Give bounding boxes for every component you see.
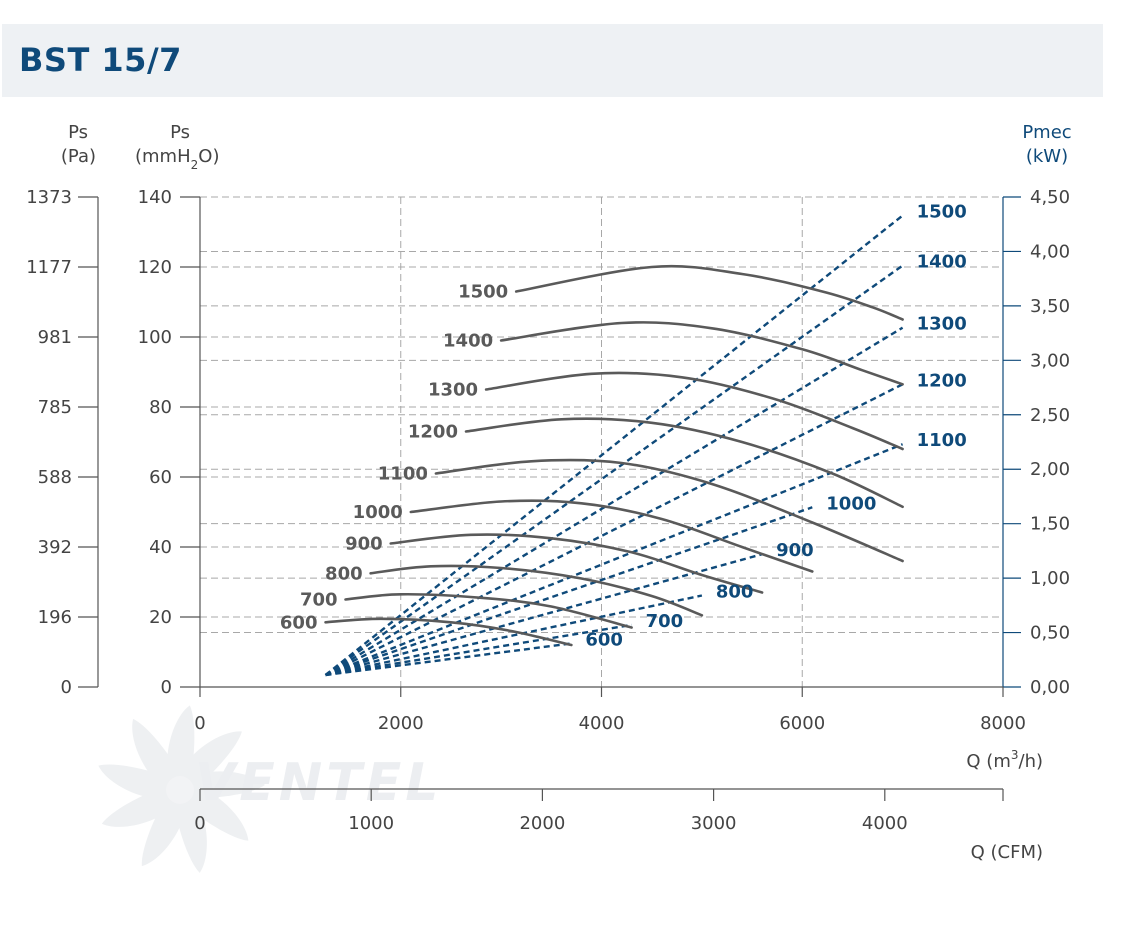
pmec-tick-label: 4,00: [1030, 241, 1070, 262]
q-m3h-tick-label: 6000: [779, 713, 825, 734]
pmec-axis-unit: (kW): [1026, 146, 1068, 167]
q-cfm-tick-label: 0: [194, 813, 205, 834]
pressure-curve-1100: [434, 458, 904, 563]
pmec-tick-label: 4,50: [1030, 187, 1070, 208]
power-curve-900: [325, 553, 763, 677]
pressure-curve-label: 1100: [378, 464, 428, 485]
fan-blade-icon: [98, 764, 183, 799]
q-m3h-tick-label: 4000: [579, 713, 625, 734]
mmh2o-tick-label: 120: [138, 257, 172, 278]
pressure-curve-800: [369, 564, 704, 617]
pressure-curve-900: [389, 533, 764, 594]
pressure-curve-label: 1000: [353, 502, 403, 523]
power-curve-label: 1300: [917, 314, 967, 335]
pressure-curve-600: [324, 617, 573, 647]
pressure-curve-label: 700: [300, 590, 338, 611]
power-curve-800: [325, 594, 703, 677]
mmh2o-tick-label: 80: [149, 397, 172, 418]
q-m3h-tick-label: 8000: [980, 713, 1026, 734]
pressure-curve-1500: [514, 264, 904, 321]
pressure-curve-1200: [464, 417, 904, 509]
q-cfm-tick-label: 3000: [691, 813, 737, 834]
power-curve-1000: [325, 506, 813, 677]
pmec-tick-label: 2,50: [1030, 405, 1070, 426]
fan-blade-icon: [141, 786, 187, 867]
mmh2o-tick-label: 140: [138, 187, 172, 208]
mmh2o-tick-label: 40: [149, 537, 172, 558]
pmec-tick-label: 1,50: [1030, 514, 1070, 535]
mmh2o-tick-label: 60: [149, 467, 172, 488]
pa-tick-label: 785: [38, 397, 72, 418]
q-cfm-tick-label: 4000: [862, 813, 908, 834]
grid: [200, 196, 1003, 687]
q-cfm-axis-label: Q (CFM): [971, 842, 1043, 863]
pmec-tick-label: 1,00: [1030, 568, 1070, 589]
mmh2o-tick-label: 100: [138, 327, 172, 348]
axes: 0 196 392 588 785 981 1177 1373 Ps (Pa) 0 20 40 60 80 1…: [26, 122, 1071, 863]
pa-tick-label: 0: [61, 677, 72, 698]
power-curve-label: 1500: [917, 202, 967, 223]
pressure-curves: [324, 264, 904, 647]
pmec-tick-label: 3,00: [1030, 350, 1070, 371]
fan-hub-icon: [166, 776, 194, 804]
pa-tick-label: 588: [38, 467, 72, 488]
pressure-curve-label: 900: [345, 534, 383, 555]
mmh2o-axis-label: Ps: [170, 122, 190, 143]
pmec-tick-label: 3,50: [1030, 296, 1070, 317]
ventel-watermark: VENTEL: [98, 705, 442, 873]
pressure-curve-label: 1300: [428, 380, 478, 401]
power-curve-label: 1000: [826, 493, 876, 514]
power-curve-1400: [324, 264, 904, 676]
ventel-logo-text: VENTEL: [195, 753, 442, 813]
pressure-curve-label: 600: [280, 612, 318, 633]
pressure-curve-1400: [499, 321, 904, 386]
power-curve-1500: [324, 214, 904, 676]
q-m3h-tick-label: 0: [194, 713, 205, 734]
fan-blade-icon: [174, 731, 242, 797]
pa-tick-label: 392: [38, 537, 72, 558]
pa-axis-label: Ps: [68, 122, 88, 143]
q-m3h-axis-label: Q (m3/h): [966, 748, 1043, 772]
chart-title: BST 15/7: [19, 41, 182, 79]
power-curve-1200: [324, 383, 904, 677]
pressure-curve-label: 1500: [458, 282, 508, 303]
pa-tick-label: 1177: [26, 257, 72, 278]
q-m3h-tick-label: 2000: [378, 713, 424, 734]
power-curve-label: 800: [716, 582, 754, 603]
power-curves: [324, 214, 904, 677]
q-cfm-tick-label: 1000: [348, 813, 394, 834]
pressure-curve-label: 1400: [443, 331, 493, 352]
power-curve-700: [325, 623, 632, 677]
power-curve-label: 900: [776, 540, 814, 561]
title-bar: BST 15/7: [2, 24, 1103, 97]
mmh2o-tick-label: 0: [161, 677, 172, 698]
pressure-curve-1000: [409, 499, 814, 573]
pmec-tick-label: 0,00: [1030, 677, 1070, 698]
power-curve-1100: [325, 443, 904, 677]
pa-tick-label: 981: [38, 327, 72, 348]
pressure-curve-label: 1200: [408, 422, 458, 443]
pmec-tick-label: 0,50: [1030, 623, 1070, 644]
mmh2o-tick-label: 20: [149, 607, 172, 628]
pa-tick-label: 1373: [26, 187, 72, 208]
power-curve-label: 1100: [917, 430, 967, 451]
pressure-curve-label: 800: [325, 563, 363, 584]
power-curve-label: 600: [585, 629, 623, 650]
q-cfm-tick-label: 2000: [519, 813, 565, 834]
pressure-curve-700: [344, 592, 633, 629]
mmh2o-axis-unit: (mmH2O): [135, 146, 219, 172]
power-curve-label: 1400: [917, 252, 967, 273]
pa-tick-label: 196: [38, 607, 72, 628]
power-curve-label: 1200: [917, 370, 967, 391]
pa-axis-unit: (Pa): [61, 146, 96, 167]
pmec-tick-label: 2,00: [1030, 459, 1070, 480]
pmec-axis-label: Pmec: [1022, 122, 1071, 143]
curve-labels: 6007008009001000110012001300140015006007…: [280, 202, 967, 651]
pressure-curve-1300: [484, 371, 904, 451]
power-curve-label: 700: [646, 611, 684, 632]
